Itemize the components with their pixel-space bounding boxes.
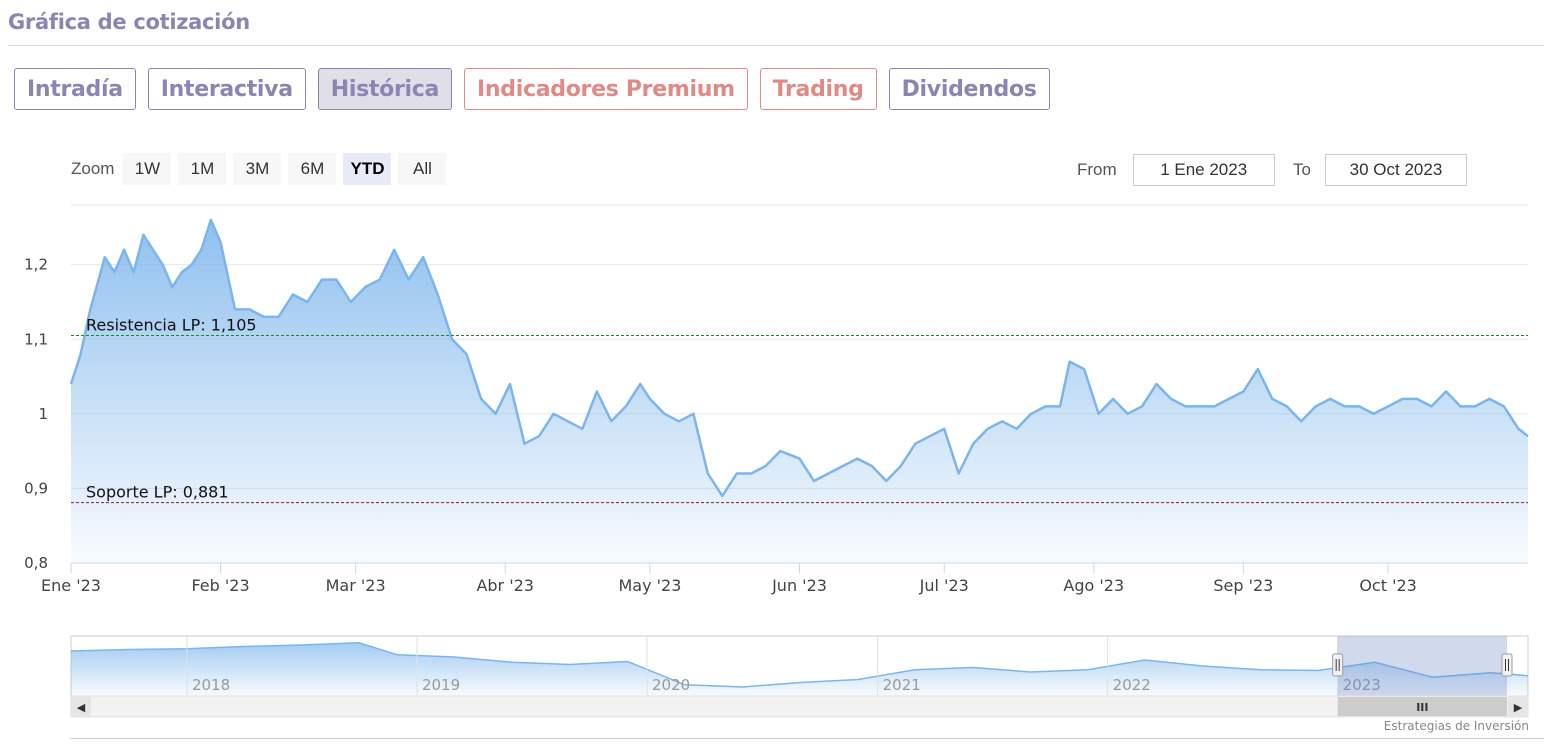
navigator-year-label: 2021: [883, 676, 921, 694]
zoom-label: Zoom: [71, 159, 115, 178]
tab-interactiva[interactable]: Interactiva: [147, 68, 306, 110]
from-label: From: [1077, 160, 1117, 179]
navigator-handle-left[interactable]: [1332, 653, 1344, 677]
x-tick-label: Oct '23: [1359, 576, 1417, 595]
scroll-left-arrow-icon: ◀: [77, 701, 86, 714]
tab-intradia[interactable]: Intradía: [14, 68, 136, 110]
navigator-year-label: 2018: [192, 676, 230, 694]
zoom-selector: Zoom 1W 1M 3M 6M YTD All: [71, 153, 447, 185]
from-date-input[interactable]: 1 Ene 2023: [1132, 154, 1275, 186]
x-tick-label: Abr '23: [476, 576, 534, 595]
x-tick-label: Jun '23: [771, 576, 827, 595]
title-divider: [8, 45, 1544, 46]
zoom-all-button[interactable]: All: [398, 153, 447, 185]
navigator-line: [70, 642, 1529, 688]
navigator-handle-right[interactable]: [1501, 653, 1513, 677]
scroll-right-button[interactable]: [1508, 696, 1528, 717]
series-line: [69, 218, 1529, 498]
chart-series: [69, 218, 1529, 563]
y-tick-label: 1,2: [24, 256, 48, 274]
series-area: [71, 219, 1528, 563]
zoom-3m-button[interactable]: 3M: [233, 153, 282, 185]
zoom-ytd-button[interactable]: YTD: [343, 153, 392, 185]
page-title: Gráfica de cotización: [8, 10, 250, 34]
scroll-thumb-grip-icon: III: [1416, 701, 1428, 714]
y-tick-label: 0,8: [24, 554, 48, 572]
zoom-6m-button[interactable]: 6M: [288, 153, 337, 185]
bottom-divider: [70, 738, 1544, 739]
navigator-year-label: 2019: [422, 676, 460, 694]
chart-plot-lines: Resistencia LP: 1,105 Soporte LP: 0,881: [71, 316, 1528, 504]
support-label: Soporte LP: 0,881: [86, 483, 229, 502]
navigator-selection[interactable]: [1337, 636, 1507, 696]
to-label: To: [1293, 160, 1311, 179]
x-tick-label: Ago '23: [1063, 576, 1124, 595]
scrollbar-track[interactable]: [70, 695, 1529, 718]
navigator-year-label: 2022: [1113, 676, 1151, 694]
y-tick-label: 0,9: [24, 479, 48, 497]
scroll-thumb[interactable]: [1337, 697, 1507, 716]
x-tick-label: Feb '23: [191, 576, 249, 595]
zoom-1m-button[interactable]: 1M: [178, 153, 227, 185]
navigator[interactable]: 2018 2019 2020 2021 2022 2023: [70, 635, 1529, 697]
zoom-1w-button[interactable]: 1W: [123, 153, 172, 185]
resistance-label: Resistencia LP: 1,105: [86, 316, 257, 335]
range-from: From 1 Ene 2023: [1077, 154, 1275, 186]
scroll-left-button[interactable]: [71, 696, 91, 717]
range-to: To 30 Oct 2023: [1293, 154, 1467, 186]
scrollbar[interactable]: ◀ ▶ III: [70, 695, 1529, 718]
navigator-year-label: 2020: [652, 676, 690, 694]
navigator-area: [71, 642, 1528, 696]
y-tick-label: 1,1: [24, 330, 48, 348]
x-tick-label: Sep '23: [1213, 576, 1273, 595]
x-tick-label: Jul '23: [919, 576, 969, 595]
scroll-right-arrow-icon: ▶: [1514, 701, 1523, 714]
to-date-input[interactable]: 30 Oct 2023: [1324, 154, 1467, 186]
navigator-year-label: 2023: [1343, 676, 1381, 694]
tab-historica[interactable]: Histórica: [317, 68, 453, 110]
tab-indicadores-premium[interactable]: Indicadores Premium: [464, 68, 748, 110]
credit-text: Estrategias de Inversión: [1383, 719, 1529, 733]
x-tick-label: Ene '23: [41, 576, 101, 595]
tab-dividendos[interactable]: Dividendos: [888, 68, 1050, 110]
x-axis: Ene '23 Feb '23 Mar '23 Abr '23 May '23 Jun '…: [41, 562, 1528, 595]
x-tick-label: May '23: [618, 576, 681, 595]
y-tick-label: 1: [38, 405, 48, 423]
tab-trading[interactable]: Trading: [759, 68, 877, 110]
x-tick-label: Mar '23: [326, 576, 386, 595]
chart-tabs: Intradía Interactiva Histórica Indicador…: [14, 68, 1050, 110]
y-axis: 0,8 0,9 1 1,1 1,2: [24, 256, 48, 572]
